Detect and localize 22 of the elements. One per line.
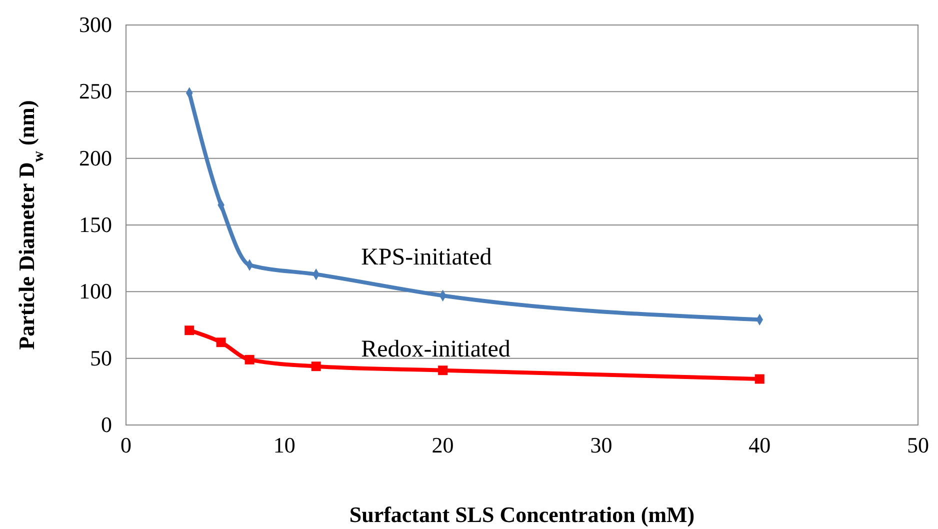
x-tick-label: 20 (432, 432, 454, 458)
y-tick-label: 0 (101, 412, 112, 438)
y-tick-label: 200 (79, 145, 112, 170)
y-tick-label: 150 (79, 212, 112, 238)
point (754, 374, 764, 384)
x-axis-title: Surfactant SLS Concentration (mM) (349, 502, 695, 527)
series-label: KPS-initiated (361, 244, 492, 270)
point (311, 362, 321, 372)
point (184, 326, 194, 336)
y-tick-label: 250 (79, 78, 112, 104)
series-label: Redox-initiated (361, 336, 510, 362)
x-tick-label: 10 (273, 432, 296, 458)
point (216, 338, 226, 348)
y-tick-label: 300 (79, 12, 112, 38)
x-tick-label: 50 (907, 432, 929, 458)
x-tick-label: 0 (120, 432, 132, 458)
point (438, 366, 448, 376)
x-tick-label: 30 (590, 432, 612, 458)
y-tick-label: 50 (90, 345, 112, 370)
point (244, 354, 254, 364)
x-tick-label: 40 (748, 432, 771, 458)
y-tick-label: 100 (79, 278, 112, 304)
